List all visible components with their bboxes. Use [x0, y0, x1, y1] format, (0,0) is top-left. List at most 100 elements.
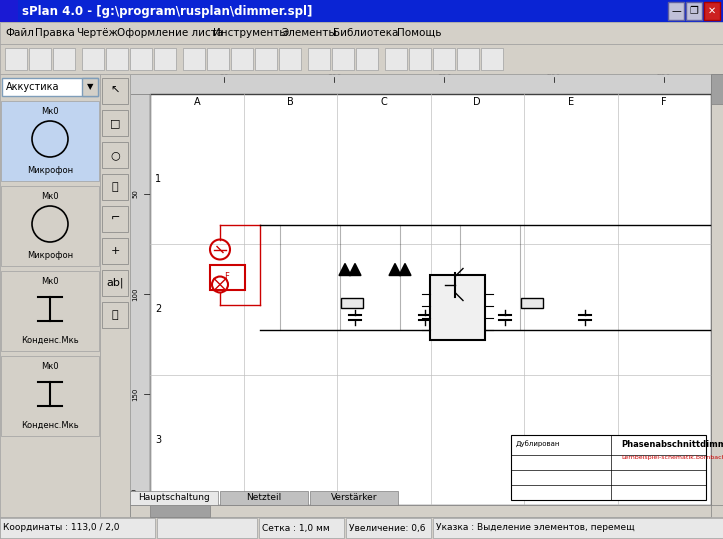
- Text: Phasenabschnittdimmer: Phasenabschnittdimmer: [621, 440, 723, 449]
- Bar: [102, 174, 128, 200]
- Text: Мк0: Мк0: [41, 362, 59, 371]
- Text: Конденс.Мкь: Конденс.Мкь: [21, 421, 79, 430]
- Bar: [0, 44, 723, 74]
- Bar: [433, 518, 723, 538]
- Text: 250: 250: [656, 68, 671, 77]
- Text: ✕: ✕: [708, 6, 716, 16]
- Text: Аккустика: Аккустика: [6, 82, 59, 92]
- Bar: [409, 48, 431, 70]
- Text: 150: 150: [132, 388, 138, 400]
- Bar: [461, 298, 483, 308]
- Text: Помощь: Помощь: [396, 28, 441, 38]
- Text: ↖: ↖: [111, 86, 120, 96]
- Bar: [130, 74, 711, 94]
- Text: 🔍: 🔍: [111, 310, 119, 320]
- Bar: [1, 101, 99, 181]
- Text: Координаты : 113,0 / 2,0: Координаты : 113,0 / 2,0: [3, 523, 119, 533]
- Bar: [341, 298, 363, 308]
- Text: 150: 150: [437, 68, 451, 77]
- Bar: [0, 517, 723, 539]
- Text: Элементы: Элементы: [281, 28, 337, 38]
- Bar: [457, 48, 479, 70]
- Polygon shape: [349, 264, 361, 275]
- Bar: [102, 238, 128, 264]
- Bar: [668, 2, 684, 20]
- Bar: [310, 491, 398, 505]
- Text: 50: 50: [219, 68, 229, 77]
- Text: +: +: [111, 246, 120, 256]
- Text: ab|: ab|: [106, 278, 124, 288]
- Text: ⌐: ⌐: [111, 214, 120, 224]
- Text: Мк0: Мк0: [41, 192, 59, 201]
- Text: E: E: [568, 97, 574, 107]
- Text: 1: 1: [155, 174, 161, 184]
- Bar: [0, 0, 723, 22]
- Bar: [29, 48, 51, 70]
- Bar: [154, 48, 176, 70]
- Bar: [130, 48, 152, 70]
- Text: Чертёж: Чертёж: [76, 28, 118, 38]
- Text: Микрофон: Микрофон: [27, 166, 73, 175]
- Bar: [308, 48, 330, 70]
- Text: 100: 100: [132, 287, 138, 301]
- Bar: [102, 78, 128, 104]
- Text: D: D: [474, 97, 481, 107]
- Text: Указка : Выделение элементов, перемещ: Указка : Выделение элементов, перемещ: [436, 523, 635, 533]
- Text: 3: 3: [155, 435, 161, 445]
- Bar: [511, 435, 706, 500]
- Bar: [130, 94, 150, 505]
- Bar: [183, 48, 205, 70]
- Text: Lernbeispiel-schematik.bornbach: Lernbeispiel-schematik.bornbach: [621, 455, 723, 460]
- Bar: [207, 48, 229, 70]
- Bar: [150, 505, 210, 517]
- Bar: [0, 22, 723, 44]
- Bar: [481, 48, 503, 70]
- Text: 200: 200: [547, 68, 561, 77]
- Bar: [430, 274, 485, 340]
- Bar: [82, 48, 104, 70]
- Bar: [711, 74, 723, 505]
- Bar: [102, 302, 128, 328]
- Text: 50: 50: [132, 190, 138, 198]
- Bar: [102, 110, 128, 136]
- Bar: [433, 48, 455, 70]
- Text: Правка: Правка: [35, 28, 74, 38]
- Bar: [157, 518, 257, 538]
- Bar: [521, 298, 543, 308]
- Bar: [259, 518, 344, 538]
- Bar: [102, 270, 128, 296]
- Text: F: F: [662, 97, 667, 107]
- Text: A: A: [194, 97, 200, 107]
- Text: B: B: [287, 97, 294, 107]
- Text: —: —: [671, 6, 681, 16]
- Bar: [0, 74, 100, 517]
- Text: Дублирован: Дублирован: [516, 440, 560, 447]
- Bar: [53, 48, 75, 70]
- Bar: [102, 206, 128, 232]
- Bar: [1, 356, 99, 436]
- Text: Мк0: Мк0: [41, 107, 59, 116]
- Bar: [385, 48, 407, 70]
- Bar: [356, 48, 378, 70]
- Text: Библиотека: Библиотека: [333, 28, 399, 38]
- Bar: [130, 74, 711, 505]
- Bar: [255, 48, 277, 70]
- Bar: [686, 2, 702, 20]
- Text: Инструменты: Инструменты: [213, 28, 288, 38]
- Polygon shape: [389, 264, 401, 275]
- Text: ⟋: ⟋: [111, 182, 119, 192]
- Text: Оформление листа: Оформление листа: [117, 28, 223, 38]
- Bar: [0, 518, 155, 538]
- Text: ▼: ▼: [87, 82, 93, 92]
- Text: Hauptschaltung: Hauptschaltung: [138, 494, 210, 502]
- Bar: [2, 78, 98, 96]
- Bar: [346, 518, 431, 538]
- Bar: [82, 78, 98, 96]
- Text: 2: 2: [155, 305, 161, 314]
- Text: Увеличение: 0,6: Увеличение: 0,6: [349, 523, 426, 533]
- Bar: [102, 142, 128, 168]
- Text: Мк0: Мк0: [41, 277, 59, 286]
- Bar: [100, 74, 130, 517]
- Text: F: F: [225, 272, 229, 281]
- Bar: [0, 0, 18, 22]
